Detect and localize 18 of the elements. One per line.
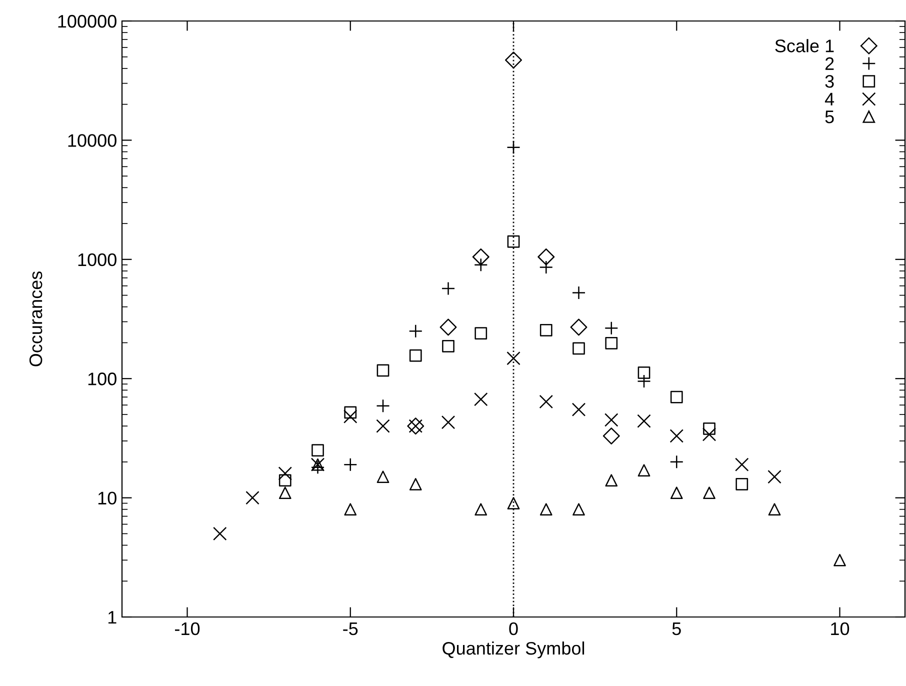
- y-tick-label: 1: [108, 611, 116, 624]
- y-tick-label: 100: [88, 372, 116, 386]
- x-tick-label: -5: [343, 622, 358, 636]
- legend-label: 2: [825, 57, 834, 70]
- legend-label: 4: [824, 92, 834, 106]
- y-tick-label: 100000: [58, 14, 116, 28]
- x-tick-label: -10: [175, 622, 200, 636]
- y-axis-title: Occurances: [29, 271, 42, 366]
- legend-label: 5: [825, 110, 834, 124]
- x-axis-title: Quantizer Symbol: [442, 641, 584, 658]
- legend-label: 3: [825, 75, 834, 88]
- y-tick-label: 1000: [78, 253, 116, 266]
- legend-label: Scale 1: [775, 39, 834, 52]
- y-tick-label: 10: [98, 492, 116, 505]
- y-tick-label: 10000: [68, 134, 116, 147]
- x-tick-label: 10: [831, 622, 850, 636]
- x-tick-label: 0: [509, 622, 518, 636]
- x-tick-label: 5: [672, 622, 681, 636]
